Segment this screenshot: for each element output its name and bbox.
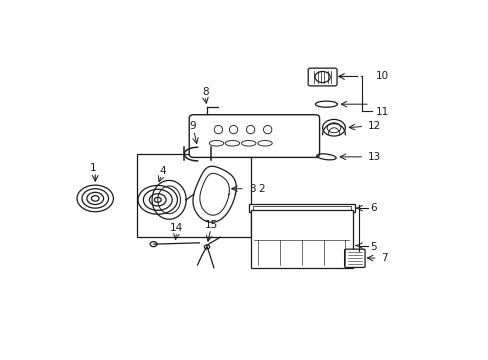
- Text: 4: 4: [159, 166, 165, 176]
- Bar: [252, 206, 350, 210]
- Text: 12: 12: [367, 121, 381, 131]
- Text: 1: 1: [90, 163, 97, 173]
- Text: 8: 8: [202, 87, 208, 97]
- Text: 10: 10: [375, 72, 388, 81]
- Bar: [248, 204, 354, 212]
- Text: 2: 2: [257, 184, 264, 194]
- Text: 13: 13: [367, 152, 381, 162]
- Text: 15: 15: [204, 220, 218, 230]
- Text: 9: 9: [189, 121, 196, 131]
- Text: 3: 3: [248, 184, 255, 194]
- Text: 7: 7: [381, 253, 387, 263]
- Bar: [137, 154, 250, 237]
- FancyBboxPatch shape: [344, 249, 365, 267]
- FancyBboxPatch shape: [307, 68, 336, 86]
- Text: 5: 5: [369, 242, 376, 252]
- Bar: [250, 210, 352, 268]
- FancyBboxPatch shape: [189, 115, 319, 157]
- Text: 11: 11: [375, 108, 388, 117]
- Text: 14: 14: [170, 222, 183, 233]
- Text: 6: 6: [369, 203, 376, 213]
